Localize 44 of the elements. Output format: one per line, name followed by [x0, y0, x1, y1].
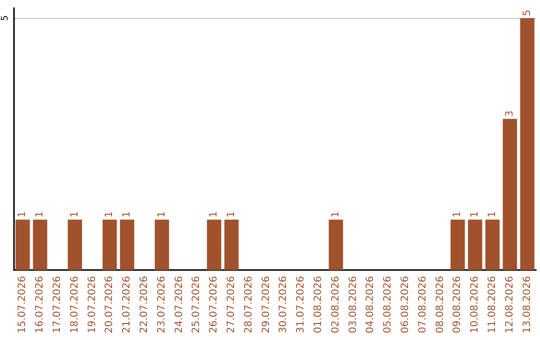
x-tick-label: 29.07.2026: [260, 276, 272, 334]
x-tick-label: 24.07.2026: [174, 276, 185, 334]
x-tick-label: 21.07.2026: [122, 276, 133, 334]
data-label: 1: [156, 211, 168, 218]
data-label: 5: [522, 10, 533, 16]
data-label: 1: [17, 211, 28, 218]
x-tick-label: 31.07.2026: [296, 276, 307, 334]
data-label: 1: [69, 211, 80, 218]
x-tick-label: 19.07.2026: [86, 276, 98, 334]
x-tick-label: 13.08.2026: [522, 276, 533, 334]
x-tick-label: 01.08.2026: [313, 276, 324, 334]
x-tick-label: 12.08.2026: [504, 276, 516, 334]
data-label: 1: [34, 211, 46, 218]
x-tick-label: 09.08.2026: [452, 276, 464, 334]
x-tick-label: 28.07.2026: [243, 276, 254, 334]
data-label: 1: [470, 211, 481, 218]
data-label: 1: [104, 211, 116, 218]
x-tick-label: 30.07.2026: [278, 276, 290, 334]
data-label: 1: [487, 211, 498, 218]
x-tick-label: 18.07.2026: [69, 276, 80, 334]
data-label: 1: [330, 211, 342, 218]
data-label: 1: [122, 211, 133, 218]
x-tick-label: 03.08.2026: [348, 276, 359, 334]
x-tick-label: 02.08.2026: [330, 276, 342, 334]
x-tick-label: 25.07.2026: [191, 276, 202, 334]
data-label: 3: [504, 110, 516, 117]
x-tick-label: 10.08.2026: [470, 276, 481, 334]
data-label: 1: [226, 211, 237, 218]
x-tick-label: 23.07.2026: [156, 276, 168, 334]
x-tick-label: 27.07.2026: [226, 276, 237, 334]
x-tick-label: 26.07.2026: [208, 276, 220, 334]
x-tick-label: 11.08.2026: [487, 276, 498, 334]
x-tick-label: 22.07.2026: [139, 276, 150, 334]
x-tick-label: 08.08.2026: [434, 276, 446, 334]
x-tick-label: 16.07.2026: [34, 276, 46, 334]
x-tick-label: 17.07.2026: [52, 276, 63, 334]
x-tick-label: 06.08.2026: [400, 276, 411, 334]
data-label: 1: [208, 211, 220, 218]
data-label: 1: [452, 211, 464, 218]
x-tick-label: 15.07.2026: [17, 276, 28, 334]
x-tick-label: 05.08.2026: [382, 276, 394, 334]
x-tick-label: 07.08.2026: [417, 276, 428, 334]
x-tick-label: 04.08.2026: [365, 276, 376, 334]
x-tick-label: 20.07.2026: [104, 276, 116, 334]
